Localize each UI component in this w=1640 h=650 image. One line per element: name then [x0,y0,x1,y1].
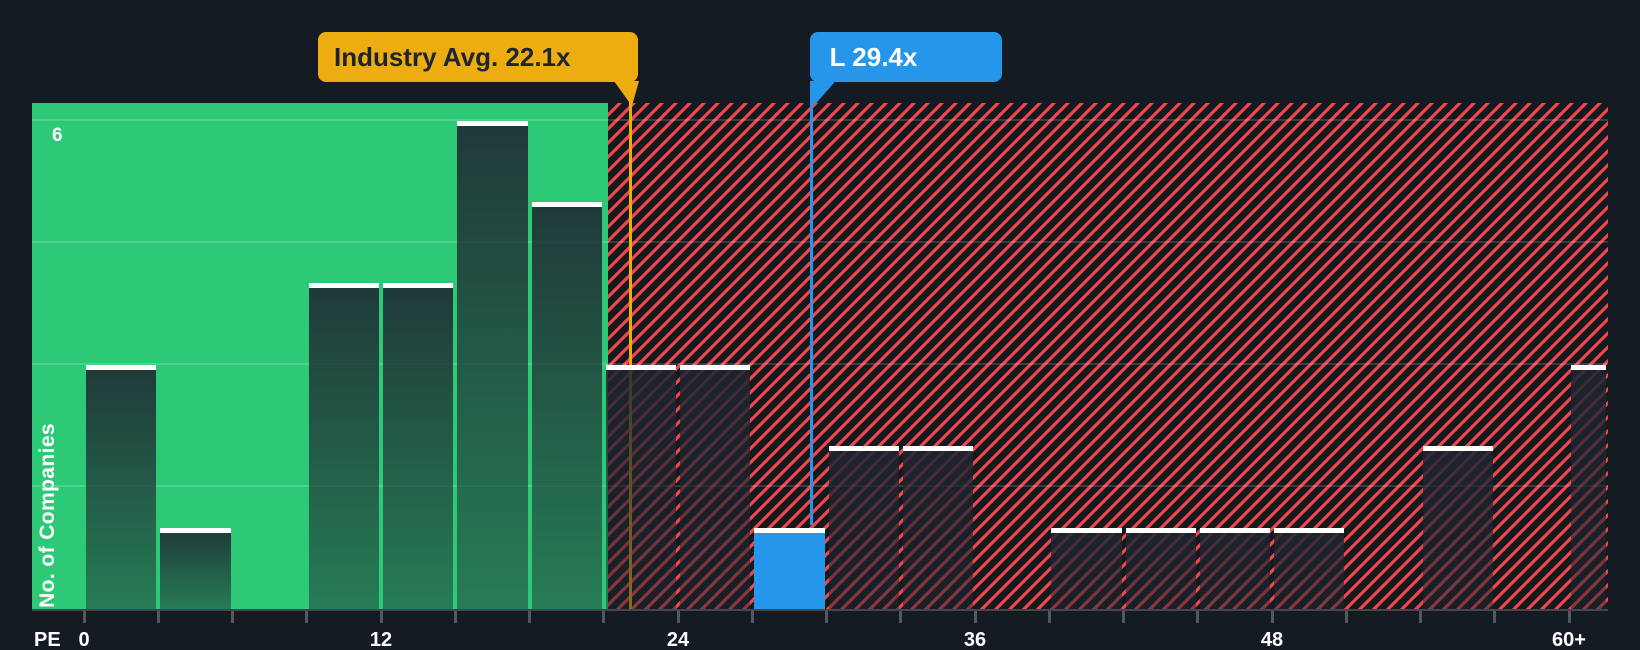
bar-top-stroke [828,446,899,452]
x-axis-tick [1419,611,1422,623]
bar-top-stroke [1125,527,1196,533]
bar-top-stroke [680,364,751,370]
x-axis-tick-label: 60+ [1552,629,1586,650]
x-axis-tick [1270,611,1274,623]
bar-top-stroke [86,364,157,370]
bar-top-stroke [160,527,231,533]
x-axis-tick [453,611,457,623]
x-axis-tick [1493,611,1497,623]
industry-avg-callout[interactable]: Industry Avg. 22.1x [317,32,638,82]
bar-top-stroke [457,120,528,126]
histogram-bar[interactable] [531,202,602,609]
histogram-bar[interactable] [160,527,231,609]
bar-top-stroke [383,283,454,289]
x-axis-tick-label: 36 [963,629,987,650]
x-axis-tick [231,611,234,623]
gridline [32,240,1608,243]
company-callout-tail [809,81,836,104]
histogram-bar[interactable] [605,364,676,609]
company-marker-line [810,82,814,525]
gridline [32,484,1608,487]
gridline [32,362,1608,365]
company-histogram-bar[interactable] [754,527,825,609]
x-axis-tick [156,611,160,623]
bar-top-stroke [1274,527,1345,533]
histogram-bar[interactable] [1571,364,1606,609]
x-axis-tick [1344,611,1348,623]
x-axis-tick [676,611,680,623]
x-axis-tick-label: 0 [78,629,90,650]
x-axis-tick [602,611,606,623]
histogram-bar[interactable] [902,446,973,609]
gridline [32,118,1608,121]
bar-top-stroke [531,202,602,207]
bar-top-stroke [1051,527,1122,533]
x-axis-tick [528,611,531,623]
histogram-bar[interactable] [383,283,454,609]
histogram-bar[interactable] [1422,446,1493,609]
histogram-bar[interactable] [680,364,751,609]
y-axis-label: No. of Companies [36,423,59,608]
bar-top-stroke [1571,364,1606,370]
industry-avg-marker-line [629,82,633,609]
x-axis-tick [305,611,309,623]
x-axis-title: PE [34,629,61,650]
bar-top-stroke [605,364,676,370]
x-axis-tick [1567,611,1571,623]
bar-top-stroke [902,446,973,452]
x-axis-tick [82,611,86,623]
bar-top-stroke [1199,527,1270,533]
x-axis-tick [1047,611,1051,623]
x-axis-tick [379,611,383,623]
company-callout[interactable]: L 29.4x [809,32,1002,82]
x-axis-line [32,609,1608,611]
x-axis-tick-label: 24 [666,629,690,650]
histogram-bar[interactable] [1199,527,1270,609]
histogram-bar[interactable] [308,283,379,609]
x-axis-tick [825,611,828,623]
x-axis-tick [1122,611,1125,623]
bar-top-stroke [308,283,379,289]
x-axis-tick [973,611,977,623]
x-axis-tick-label: 12 [369,629,393,650]
histogram-bar[interactable] [457,120,528,609]
x-axis-tick-label: 48 [1260,629,1284,650]
x-axis-tick [899,611,903,623]
bar-top-stroke [1422,446,1493,452]
histogram-bar[interactable] [1051,527,1122,609]
histogram-bar[interactable] [1274,527,1345,609]
bar-top-stroke [754,527,825,533]
x-axis-tick [750,611,754,623]
histogram-bar[interactable] [1125,527,1196,609]
histogram-bar[interactable] [86,364,157,609]
histogram-bar[interactable] [828,446,899,609]
plot-area: 6 No. of Companies [32,82,1608,609]
y-axis-max-tick-label: 6 [52,125,63,146]
x-axis-tick [1196,611,1200,623]
